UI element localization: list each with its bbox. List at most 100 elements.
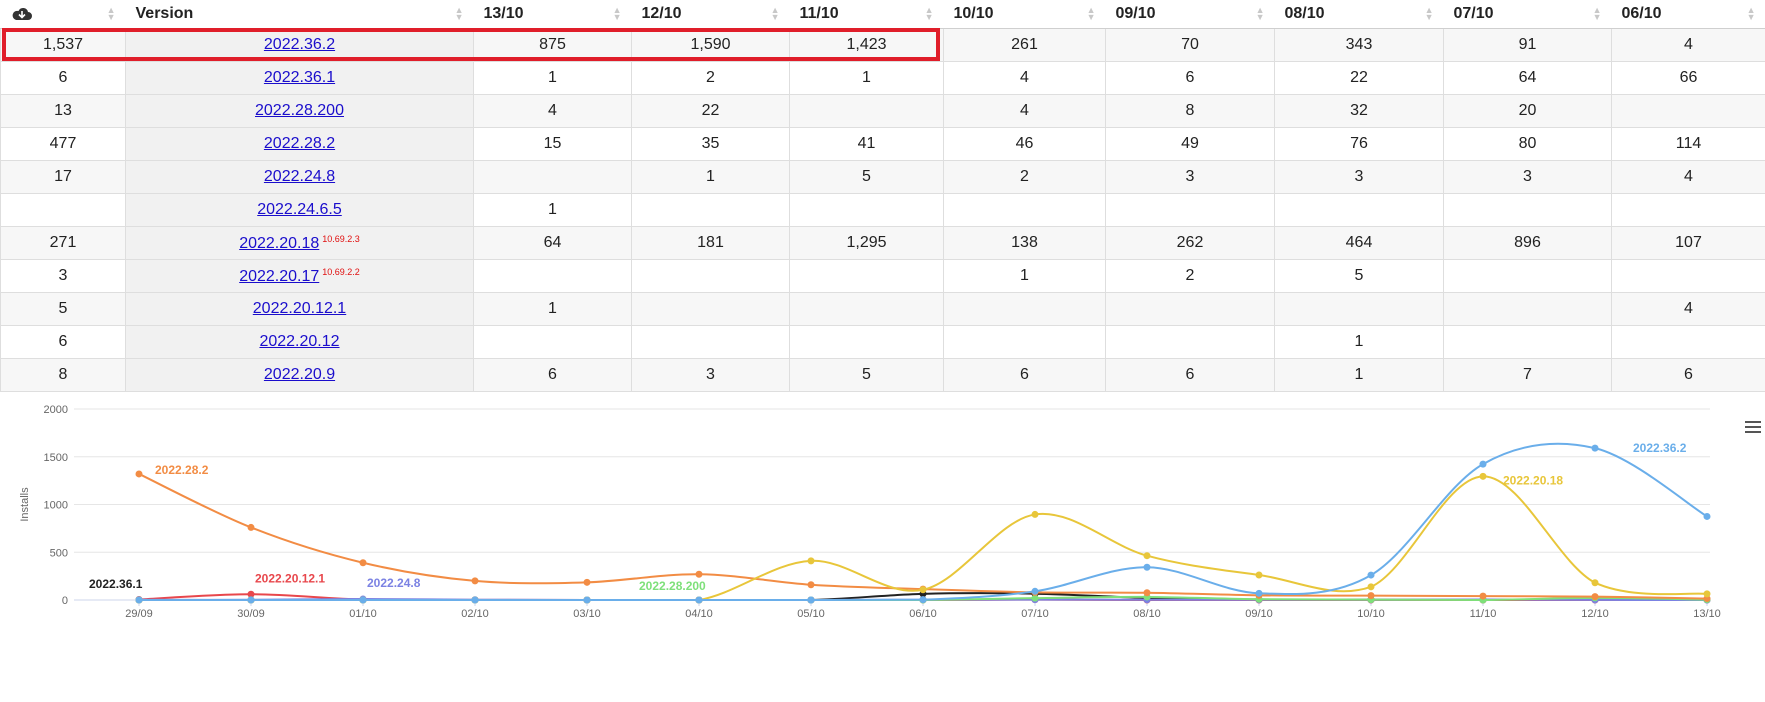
daily-installs-cell: 3 bbox=[1275, 161, 1444, 194]
column-header-13-10[interactable]: 13/10▲▼ bbox=[474, 0, 632, 29]
daily-installs-cell: 7 bbox=[1444, 359, 1612, 392]
sort-icon[interactable]: ▲▼ bbox=[1747, 7, 1756, 21]
data-point bbox=[920, 586, 927, 593]
sort-icon[interactable]: ▲▼ bbox=[107, 7, 116, 21]
daily-installs-cell: 66 bbox=[1612, 62, 1765, 95]
daily-installs-cell: 49 bbox=[1106, 128, 1275, 161]
daily-installs-cell: 5 bbox=[1275, 260, 1444, 293]
daily-installs-cell: 1,590 bbox=[632, 29, 790, 62]
daily-installs-cell bbox=[632, 194, 790, 227]
column-header-09-10[interactable]: 09/10▲▼ bbox=[1106, 0, 1275, 29]
version-cell: 2022.20.12 bbox=[126, 326, 474, 359]
sort-icon[interactable]: ▲▼ bbox=[1256, 7, 1265, 21]
data-point bbox=[1480, 461, 1487, 468]
sort-icon[interactable]: ▲▼ bbox=[455, 7, 464, 21]
daily-installs-cell: 3 bbox=[1444, 161, 1612, 194]
daily-installs-cell: 1 bbox=[1275, 326, 1444, 359]
y-tick-label: 1000 bbox=[44, 500, 68, 512]
column-header-11-10[interactable]: 11/10 ▲▼ bbox=[790, 0, 944, 29]
data-point bbox=[248, 524, 255, 531]
sort-icon[interactable]: ▲▼ bbox=[1087, 7, 1096, 21]
daily-installs-cell: 6 bbox=[1612, 359, 1765, 392]
total-installs-cell: 5 bbox=[1, 293, 126, 326]
daily-installs-cell: 76 bbox=[1275, 128, 1444, 161]
column-header-10-10[interactable]: 10/10▲▼ bbox=[944, 0, 1106, 29]
x-tick-label: 30/09 bbox=[237, 608, 265, 620]
daily-installs-cell: 1 bbox=[474, 194, 632, 227]
daily-installs-cell bbox=[632, 260, 790, 293]
daily-installs-cell bbox=[474, 161, 632, 194]
data-point bbox=[808, 597, 815, 604]
version-cell: 2022.20.12.1 bbox=[126, 293, 474, 326]
version-cell: 2022.36.2 bbox=[126, 29, 474, 62]
column-header-label: 12/10 bbox=[642, 5, 682, 22]
daily-installs-cell: 3 bbox=[632, 359, 790, 392]
daily-installs-cell bbox=[790, 95, 944, 128]
version-cell: 2022.24.6.5 bbox=[126, 194, 474, 227]
download-icon[interactable] bbox=[11, 6, 33, 22]
daily-installs-cell: 6 bbox=[1106, 359, 1275, 392]
data-point bbox=[1368, 583, 1375, 590]
version-link[interactable]: 2022.36.2 bbox=[264, 36, 335, 53]
column-header-label: 11/10 bbox=[800, 5, 839, 22]
column-header-download[interactable]: ▲▼ bbox=[1, 0, 126, 29]
version-link[interactable]: 2022.20.12.1 bbox=[253, 300, 346, 317]
sort-icon[interactable]: ▲▼ bbox=[613, 7, 622, 21]
daily-installs-cell bbox=[1444, 194, 1612, 227]
daily-installs-cell bbox=[790, 260, 944, 293]
version-link[interactable]: 2022.24.8 bbox=[264, 168, 335, 185]
daily-installs-cell: 1,423 bbox=[790, 29, 944, 62]
data-point bbox=[1592, 579, 1599, 586]
y-axis-label: Installs bbox=[19, 487, 31, 522]
column-header-12-10[interactable]: 12/10 ▲▼ bbox=[632, 0, 790, 29]
data-point bbox=[1032, 511, 1039, 518]
total-installs-cell: 6 bbox=[1, 62, 126, 95]
sort-icon[interactable]: ▲▼ bbox=[771, 7, 780, 21]
daily-installs-cell bbox=[1444, 293, 1612, 326]
version-link[interactable]: 2022.20.17 bbox=[239, 268, 319, 285]
daily-installs-cell bbox=[790, 194, 944, 227]
daily-installs-cell bbox=[944, 293, 1106, 326]
column-header-06-10[interactable]: 06/10 ▲▼ bbox=[1612, 0, 1765, 29]
column-header-label: 06/10 bbox=[1622, 5, 1662, 22]
version-link[interactable]: 2022.28.200 bbox=[255, 102, 344, 119]
versions-table: ▲▼Version▲▼13/10▲▼12/10▲▼11/10▲▼10/10▲▼0… bbox=[0, 0, 1765, 392]
x-tick-label: 11/10 bbox=[1470, 608, 1497, 620]
series-label: 2022.20.18 bbox=[1503, 473, 1563, 487]
column-header-07-10[interactable]: 07/10▲▼ bbox=[1444, 0, 1612, 29]
column-header-08-10[interactable]: 08/10▲▼ bbox=[1275, 0, 1444, 29]
x-tick-label: 06/10 bbox=[909, 608, 937, 620]
daily-installs-cell bbox=[1275, 194, 1444, 227]
sort-icon[interactable]: ▲▼ bbox=[1425, 7, 1434, 21]
daily-installs-cell: 5 bbox=[790, 359, 944, 392]
x-tick-label: 01/10 bbox=[349, 608, 377, 620]
hamburger-menu-icon[interactable] bbox=[1745, 419, 1761, 433]
version-link[interactable]: 2022.20.9 bbox=[264, 366, 335, 383]
y-tick-label: 1500 bbox=[44, 452, 68, 464]
build-number-badge: 10.69.2.3 bbox=[322, 234, 360, 244]
version-cell: 2022.36.1 bbox=[126, 62, 474, 95]
version-link[interactable]: 2022.20.12 bbox=[259, 333, 339, 350]
daily-installs-cell bbox=[474, 260, 632, 293]
daily-installs-cell: 2 bbox=[632, 62, 790, 95]
daily-installs-cell: 32 bbox=[1275, 95, 1444, 128]
x-tick-label: 13/10 bbox=[1693, 608, 1721, 620]
daily-installs-cell bbox=[944, 326, 1106, 359]
daily-installs-cell: 5 bbox=[790, 161, 944, 194]
series-label: 2022.36.2 bbox=[1633, 441, 1687, 455]
data-point bbox=[1144, 589, 1151, 596]
sort-icon[interactable]: ▲▼ bbox=[1593, 7, 1602, 21]
version-link[interactable]: 2022.20.18 bbox=[239, 235, 319, 252]
version-link[interactable]: 2022.28.2 bbox=[264, 135, 335, 152]
sort-icon[interactable]: ▲▼ bbox=[925, 7, 934, 21]
version-link[interactable]: 2022.36.1 bbox=[264, 69, 335, 86]
daily-installs-cell bbox=[1612, 260, 1765, 293]
version-link[interactable]: 2022.24.6.5 bbox=[257, 201, 342, 218]
daily-installs-cell: 70 bbox=[1106, 29, 1275, 62]
column-header-version[interactable]: Version▲▼ bbox=[126, 0, 474, 29]
